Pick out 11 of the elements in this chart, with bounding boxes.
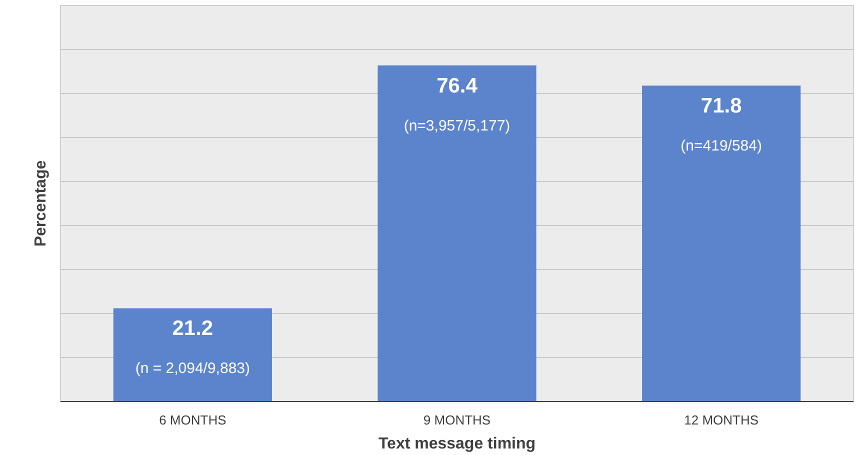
annotation: (n = 2,094/9,883) <box>135 360 250 378</box>
data-label: 76.4 <box>436 74 478 98</box>
x-tick-label: 9 MONTHS <box>423 412 491 428</box>
data-label: 21.2 <box>172 317 214 340</box>
data-label: 71.8 <box>700 94 742 118</box>
annotation: (n=419/584) <box>680 138 762 155</box>
x-tick-label: 6 MONTHS <box>159 412 227 428</box>
annotation: (n=3,957/5,177) <box>404 117 510 134</box>
y-axis-title: Percentage <box>32 160 50 247</box>
x-tick-label: 12 MONTHS <box>684 412 759 428</box>
x-axis-title: Text message timing <box>378 436 536 452</box>
